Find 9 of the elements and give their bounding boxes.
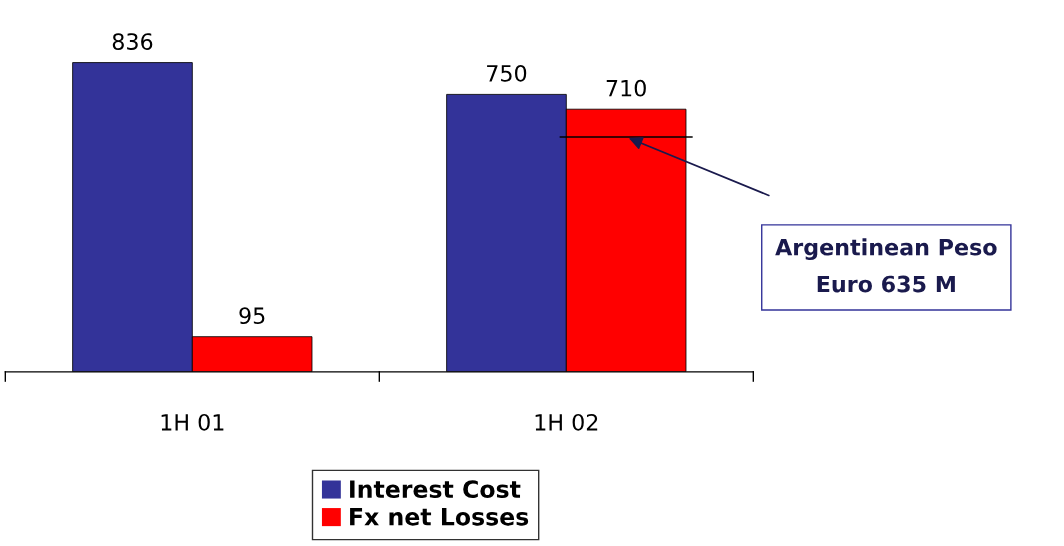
data-label: 95 (239, 307, 265, 325)
legend-label: Fx net Losses (350, 508, 529, 526)
data-label: 710 (606, 79, 646, 97)
x-tick-label: 1H 01 (161, 413, 224, 431)
legend-label: Interest Cost (350, 480, 521, 499)
data-label: 836 (112, 33, 153, 50)
x-tick-label: 1H 02 (535, 413, 598, 431)
text: Argentinean Peso Euro 635 M (775, 238, 997, 293)
data-label: 750 (487, 64, 527, 82)
